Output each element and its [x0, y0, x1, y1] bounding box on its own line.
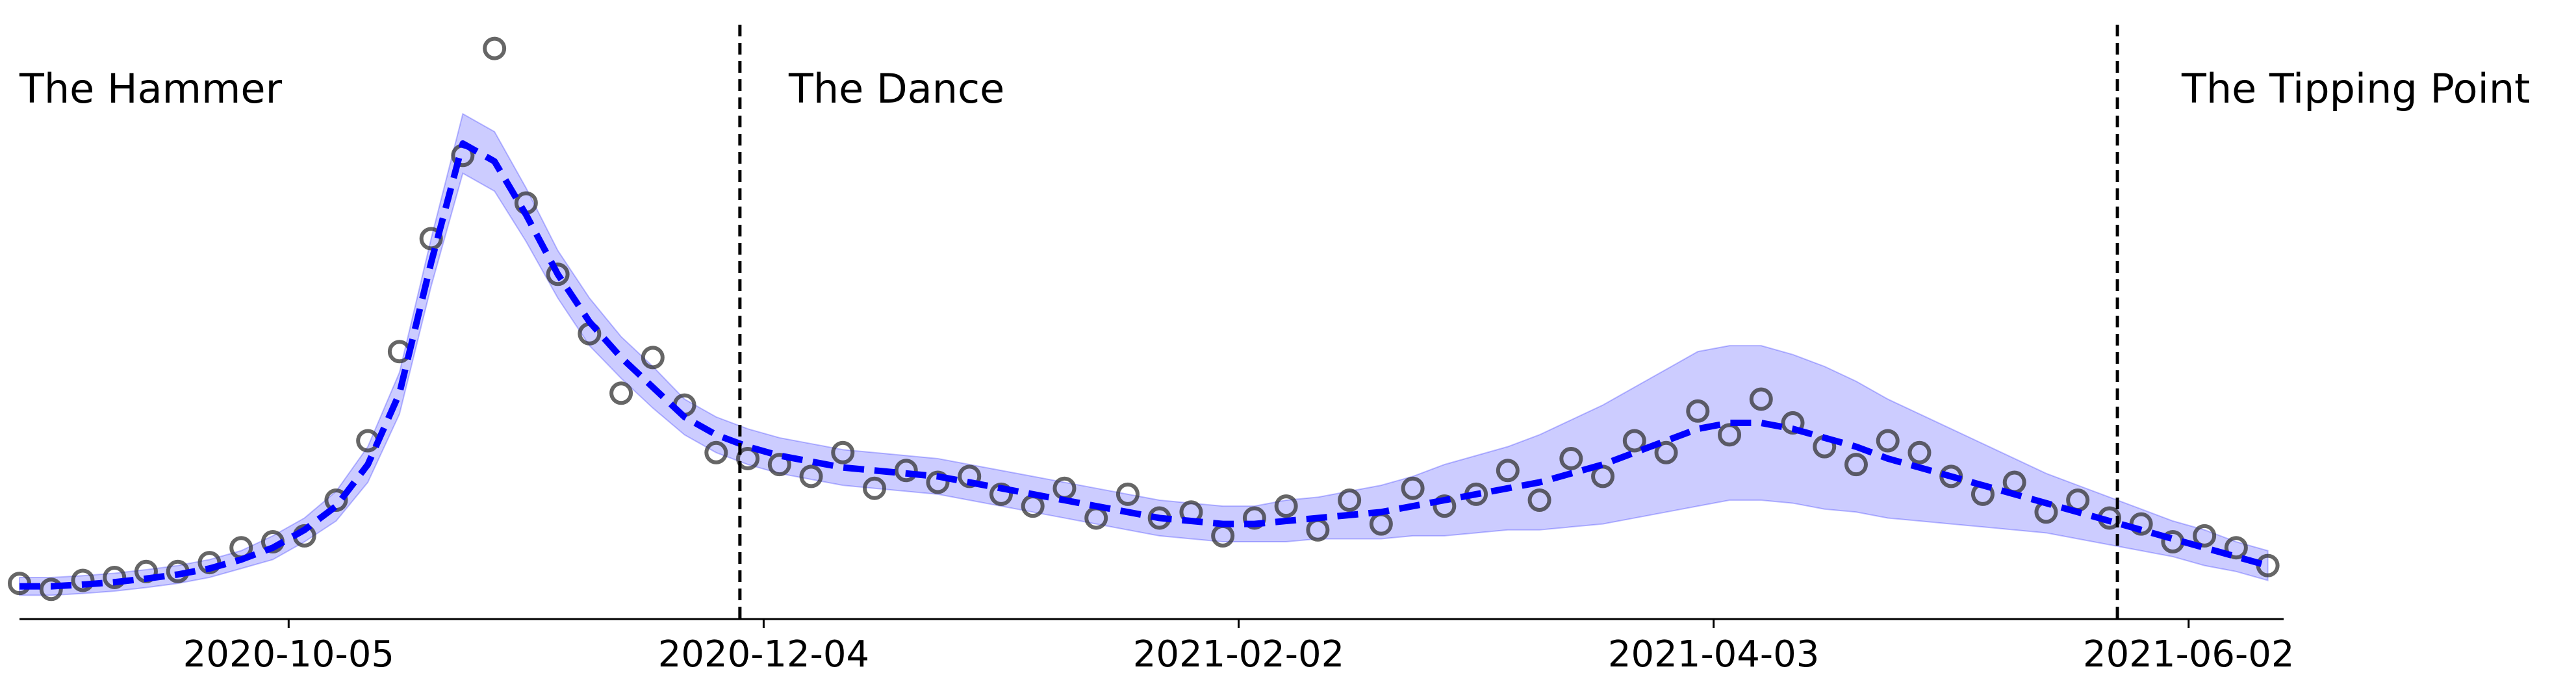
phase-label: The Dance — [788, 65, 1004, 112]
observed-point — [1496, 459, 1520, 483]
observed-point — [1718, 423, 1742, 447]
x-tick-label: 2020-10-05 — [183, 633, 394, 676]
observed-point — [1844, 453, 1868, 477]
observed-point — [1338, 488, 1362, 512]
observed-point — [926, 470, 950, 494]
observed-point — [1559, 446, 1583, 470]
observed-point — [863, 476, 887, 500]
x-tick-label: 2020-12-04 — [658, 633, 869, 676]
observed-point — [1781, 411, 1805, 435]
observed-point — [1654, 440, 1678, 464]
observed-point — [704, 440, 728, 464]
observed-point — [483, 36, 507, 60]
x-tick-label: 2021-04-03 — [1608, 633, 1819, 676]
uncertainty-band — [19, 112, 2269, 596]
observed-point — [894, 459, 918, 483]
observed-point — [609, 381, 633, 405]
observed-point — [1749, 387, 1773, 411]
observed-point — [1622, 429, 1646, 453]
observed-point — [799, 464, 823, 488]
phase-label: The Tipping Point — [2181, 65, 2530, 112]
observed-point — [546, 262, 570, 286]
observed-point — [958, 464, 982, 488]
observed-point — [1433, 494, 1457, 518]
observed-point — [2224, 536, 2248, 560]
observed-point — [1527, 488, 1551, 512]
observed-point — [1274, 494, 1298, 518]
observed-point — [989, 482, 1013, 506]
observed-point — [1876, 429, 1900, 453]
x-tick-label: 2021-02-02 — [1133, 633, 1344, 676]
phase-label: The Hammer — [19, 65, 283, 112]
observed-point — [641, 346, 665, 370]
observed-point — [1907, 440, 1932, 464]
observed-point — [71, 568, 95, 592]
observed-point — [419, 227, 443, 251]
fit-line — [19, 140, 2269, 590]
observed-point — [1401, 476, 1425, 500]
observed-point — [736, 446, 760, 470]
x-tick-label: 2021-06-02 — [2083, 633, 2294, 676]
observed-point — [767, 453, 791, 477]
observed-point — [39, 577, 63, 602]
observed-point — [1116, 482, 1140, 506]
observed-point — [831, 440, 855, 464]
observed-point — [1686, 399, 1710, 423]
observed-point — [103, 565, 127, 589]
observed-point — [1242, 506, 1266, 530]
observed-point — [2193, 524, 2217, 548]
